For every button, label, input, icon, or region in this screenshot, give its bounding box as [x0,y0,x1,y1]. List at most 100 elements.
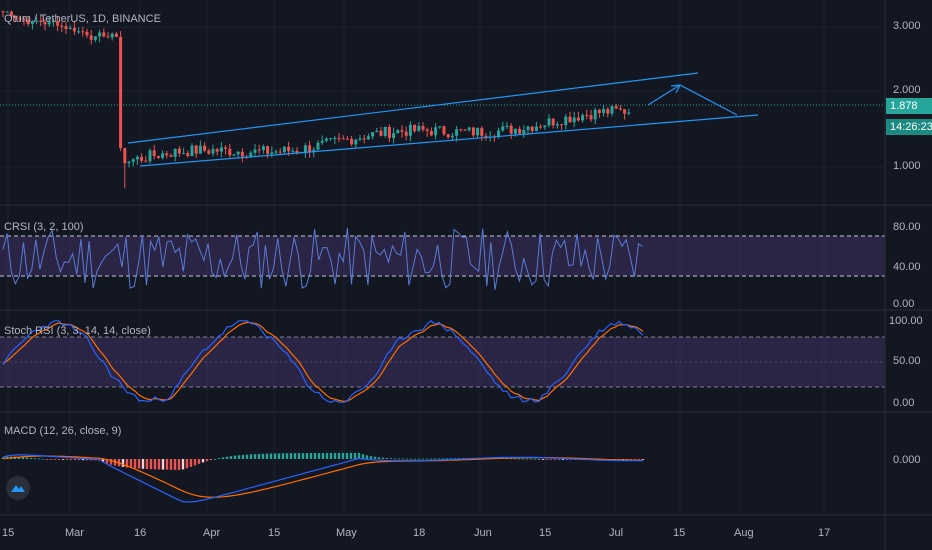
macd-tick-0: 0.000 [893,454,921,466]
candle-body [64,26,68,29]
macd-histogram-bar [561,459,565,460]
crsi-tick-40: 40.00 [893,261,921,273]
stoch-rsi-legend[interactable]: Stoch RSI (3, 3, 14, 14, close) [4,325,151,337]
macd-histogram-bar [193,459,197,466]
macd-histogram-bar [157,459,161,470]
time-tick: 17 [818,527,831,539]
candle-body [291,150,295,152]
macd-histogram-bar [273,453,277,459]
candle-body [207,150,211,154]
candle-body [337,138,341,140]
candle-body [329,138,333,140]
candle-body [345,138,349,140]
crsi-pane[interactable] [2,227,643,290]
macd-histogram-bar [229,456,233,459]
indicator-bands [0,235,885,388]
macd-histogram-bar [129,459,133,468]
candle-body [446,134,450,138]
candle-body [387,126,391,139]
macd-histogram-bar [341,452,345,459]
symbol-title[interactable]: Qtum / TetherUS, 1D, BINANCE [4,13,161,25]
candle-body [110,33,114,38]
macd-histogram-bar [317,452,321,459]
macd-histogram-bar [77,459,81,461]
macd-histogram-bar [33,458,37,460]
candle-body [413,124,417,132]
macd-histogram-bar [633,459,637,460]
macd-histogram-bar [289,453,293,459]
tradingview-logo-icon[interactable] [6,476,30,500]
macd-histogram-bar [389,458,393,460]
macd-histogram-bar [265,453,269,459]
candle-body [602,109,606,114]
crsi-legend[interactable]: CRSI (3, 2, 100) [4,221,84,233]
macd-histogram-bar [269,453,273,459]
candle-body [278,151,282,153]
candle-body [182,153,186,155]
macd-line [2,454,643,503]
macd-histogram-bar [357,452,361,459]
price-pane[interactable] [0,10,885,189]
candle-body [324,138,328,141]
macd-histogram-bar [297,453,301,459]
macd-histogram-bar [41,458,45,460]
candle-body [60,25,64,27]
macd-histogram-bar [373,456,377,459]
time-tick: 15 [2,527,15,539]
candle-body [47,22,51,25]
macd-histogram-bar [629,459,633,460]
time-tick: Jun [474,527,492,539]
last-price-tag: 1.878 [886,98,932,114]
macd-pane[interactable] [1,452,645,503]
stoch-d-line [2,321,644,402]
macd-histogram-bar [301,453,305,459]
macd-histogram-bar [545,459,549,460]
macd-histogram-bar [401,458,405,460]
macd-histogram-bar [425,458,429,460]
candle-body [18,18,22,20]
time-tick: Apr [203,527,221,539]
macd-histogram-bar [365,455,369,459]
macd-histogram-bar [101,459,105,463]
candle-body [476,128,480,136]
macd-histogram-bar [377,457,381,459]
candle-body [219,147,223,152]
candle-body [484,135,488,138]
macd-histogram-bar [417,458,421,460]
candle-body [106,36,110,38]
macd-histogram-bar [173,459,177,470]
candle-body [530,126,534,131]
time-tick: Aug [734,527,754,539]
stoch-rsi-pane[interactable] [2,320,644,403]
candle-body [379,130,383,136]
crsi-tick-0: 0.00 [893,298,915,310]
crsi-band [0,236,885,276]
candle-body [589,115,593,120]
macd-histogram-bar [349,452,353,459]
candle-body [203,145,207,151]
candle-body [236,151,240,155]
candle-body [72,27,76,32]
candle-body [270,152,274,154]
macd-histogram-bar [105,459,109,464]
candle-body [249,152,253,158]
candle-body [22,19,26,21]
candle-body [35,20,39,22]
candle-body [232,154,236,156]
candle-body [215,149,219,152]
candle-body [169,155,173,157]
candle-body [316,142,320,150]
candle-body [593,109,597,120]
candle-body [366,136,370,140]
macd-legend[interactable]: MACD (12, 26, close, 9) [4,425,122,437]
candle-body [123,148,127,164]
time-tick: Jul [609,527,624,539]
macd-histogram-bar [125,459,129,468]
time-tick: 15 [539,527,552,539]
macd-histogram-bar [397,458,401,460]
macd-histogram-bar [321,452,325,459]
candle-body [358,138,362,140]
macd-histogram-bar [553,459,557,460]
candle-body [274,151,278,153]
macd-histogram-bar [241,454,245,459]
